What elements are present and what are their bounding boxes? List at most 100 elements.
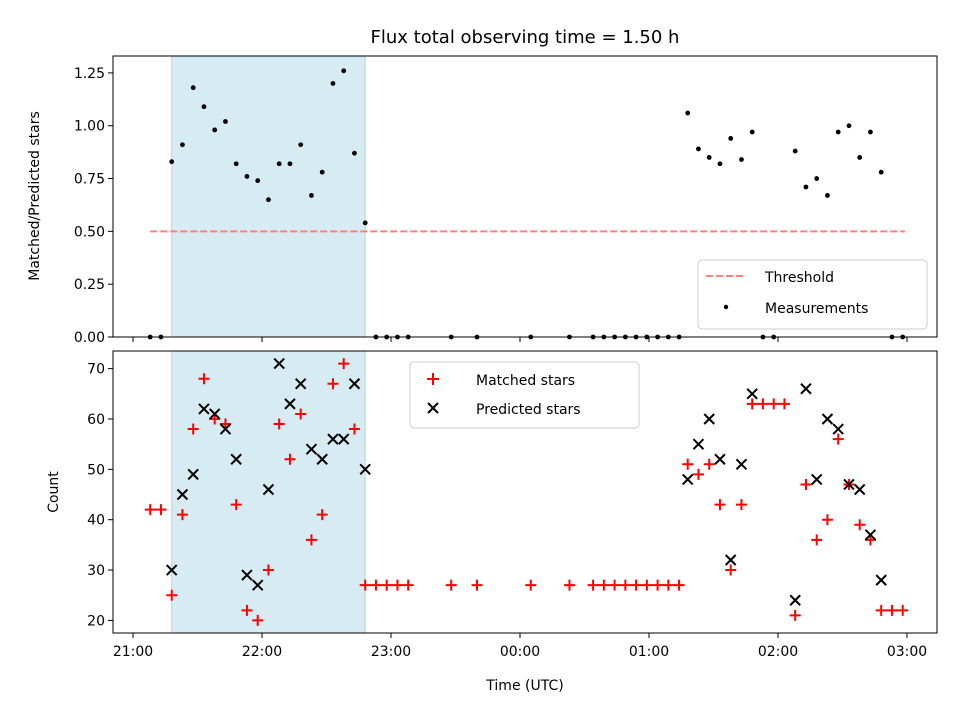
measurement-markers: [147, 68, 906, 340]
predicted-star-point: [703, 413, 715, 425]
matched-star-point: [652, 579, 664, 591]
matched-star-point: [144, 504, 156, 516]
predicted-star-point: [843, 478, 855, 491]
matched-star-point: [703, 458, 715, 470]
matched-star-point: [284, 453, 296, 465]
x-tick-label: 02:00: [758, 644, 798, 660]
matched-star-point: [166, 589, 178, 601]
bottom-count-panel: 21:00 22:00 23:00 00:00 01:00 02:00 03:00 20 30…: [46, 350, 938, 694]
measurement-point: [814, 176, 820, 181]
matched-star-point: [609, 579, 621, 591]
matched-star-point: [230, 499, 242, 511]
count-markers: [144, 357, 909, 626]
y-tick-label: 60: [87, 412, 105, 428]
x-tick-label: 22:00: [242, 644, 282, 660]
top-legend-box: [697, 259, 928, 330]
measurement-point: [868, 129, 873, 135]
predicted-star-point: [187, 468, 199, 481]
matched-star-point: [768, 398, 780, 410]
measurement-point: [341, 68, 347, 74]
predicted-star-point: [251, 579, 264, 591]
x-tick-label: 01:00: [629, 644, 669, 660]
predicted-star-point: [241, 569, 253, 581]
matched-star-point: [587, 579, 599, 591]
top-axes-frame: [112, 55, 938, 338]
predicted-star-point: [219, 423, 232, 435]
matched-star-point: [348, 423, 360, 435]
predicted-star-point: [746, 388, 758, 400]
matched-star-point: [619, 579, 631, 591]
matched-star-point: [370, 579, 382, 591]
predicted-star-point: [832, 423, 844, 435]
x-tick-label: 21:00: [113, 644, 153, 660]
matched-star-point: [757, 398, 769, 410]
measurement-point: [255, 178, 261, 184]
measurement-point: [276, 161, 282, 167]
measurement-point: [223, 119, 228, 124]
matched-star-point: [381, 579, 393, 591]
bottom-legend-box: [409, 361, 640, 429]
predicted-star-point: [305, 443, 318, 455]
y-tick-label: 30: [87, 563, 105, 579]
matched-star-point: [641, 579, 653, 591]
bottom-axes-frame: [112, 350, 938, 634]
matched-star-point: [821, 514, 833, 526]
matched-star-point: [359, 579, 371, 591]
measurement-point: [803, 184, 809, 190]
measurement-point: [846, 123, 852, 129]
matched-star-point: [725, 564, 737, 576]
matched-star-point: [262, 564, 274, 576]
predicted-star-point: [337, 433, 350, 445]
measurement-point: [298, 142, 304, 148]
matched-star-point: [525, 579, 537, 591]
measurement-point: [244, 174, 250, 179]
legend-predicted-label: Predicted stars: [476, 402, 581, 418]
matched-star-point: [886, 604, 898, 616]
measurement-point: [739, 157, 744, 162]
matched-star-point: [630, 579, 642, 591]
measurement-point: [330, 81, 336, 86]
matched-star-point: [241, 604, 253, 616]
measurement-point: [728, 135, 734, 141]
predicted-star-point: [316, 453, 328, 465]
y-tick-label: 70: [87, 362, 105, 378]
predicted-star-point: [165, 564, 178, 576]
measurement-point: [685, 110, 691, 116]
matched-star-point: [778, 398, 790, 410]
matched-star-point: [854, 519, 866, 531]
matched-star-point: [471, 579, 483, 591]
matched-star-point: [155, 504, 167, 516]
measurement-point: [169, 159, 175, 165]
predicted-star-point: [348, 378, 361, 390]
top-y-axis-label: Matched/Predicted stars: [27, 111, 43, 281]
predicted-star-point: [681, 473, 694, 486]
y-tick-label: 50: [87, 462, 105, 478]
legend-matched-swatch: [427, 373, 439, 385]
bottom-y-axis-label: Count: [46, 471, 62, 513]
predicted-star-point: [735, 458, 748, 471]
matched-star-point: [789, 609, 801, 621]
measurement-point: [352, 150, 357, 156]
matched-star-point: [327, 378, 339, 390]
predicted-star-point: [853, 483, 866, 496]
predicted-star-point: [208, 408, 221, 420]
top-x-ticks: [132, 337, 908, 342]
predicted-star-point: [359, 463, 371, 476]
y-tick-label: 20: [87, 613, 105, 629]
measurement-point: [696, 146, 701, 152]
matched-star-point: [832, 433, 844, 445]
predicted-star-point: [821, 413, 834, 425]
measurement-point: [717, 161, 723, 167]
y-tick-label: 1.25: [74, 66, 105, 82]
matched-star-point: [875, 604, 887, 616]
measurement-point: [706, 155, 712, 160]
predicted-star-point: [284, 398, 296, 410]
matched-star-point: [598, 579, 610, 591]
predicted-star-point: [810, 473, 823, 486]
matched-star-point: [402, 579, 414, 591]
predicted-star-point: [327, 433, 339, 445]
matched-star-point: [692, 468, 704, 480]
predicted-star-point: [864, 529, 877, 541]
measurement-point: [201, 104, 207, 110]
